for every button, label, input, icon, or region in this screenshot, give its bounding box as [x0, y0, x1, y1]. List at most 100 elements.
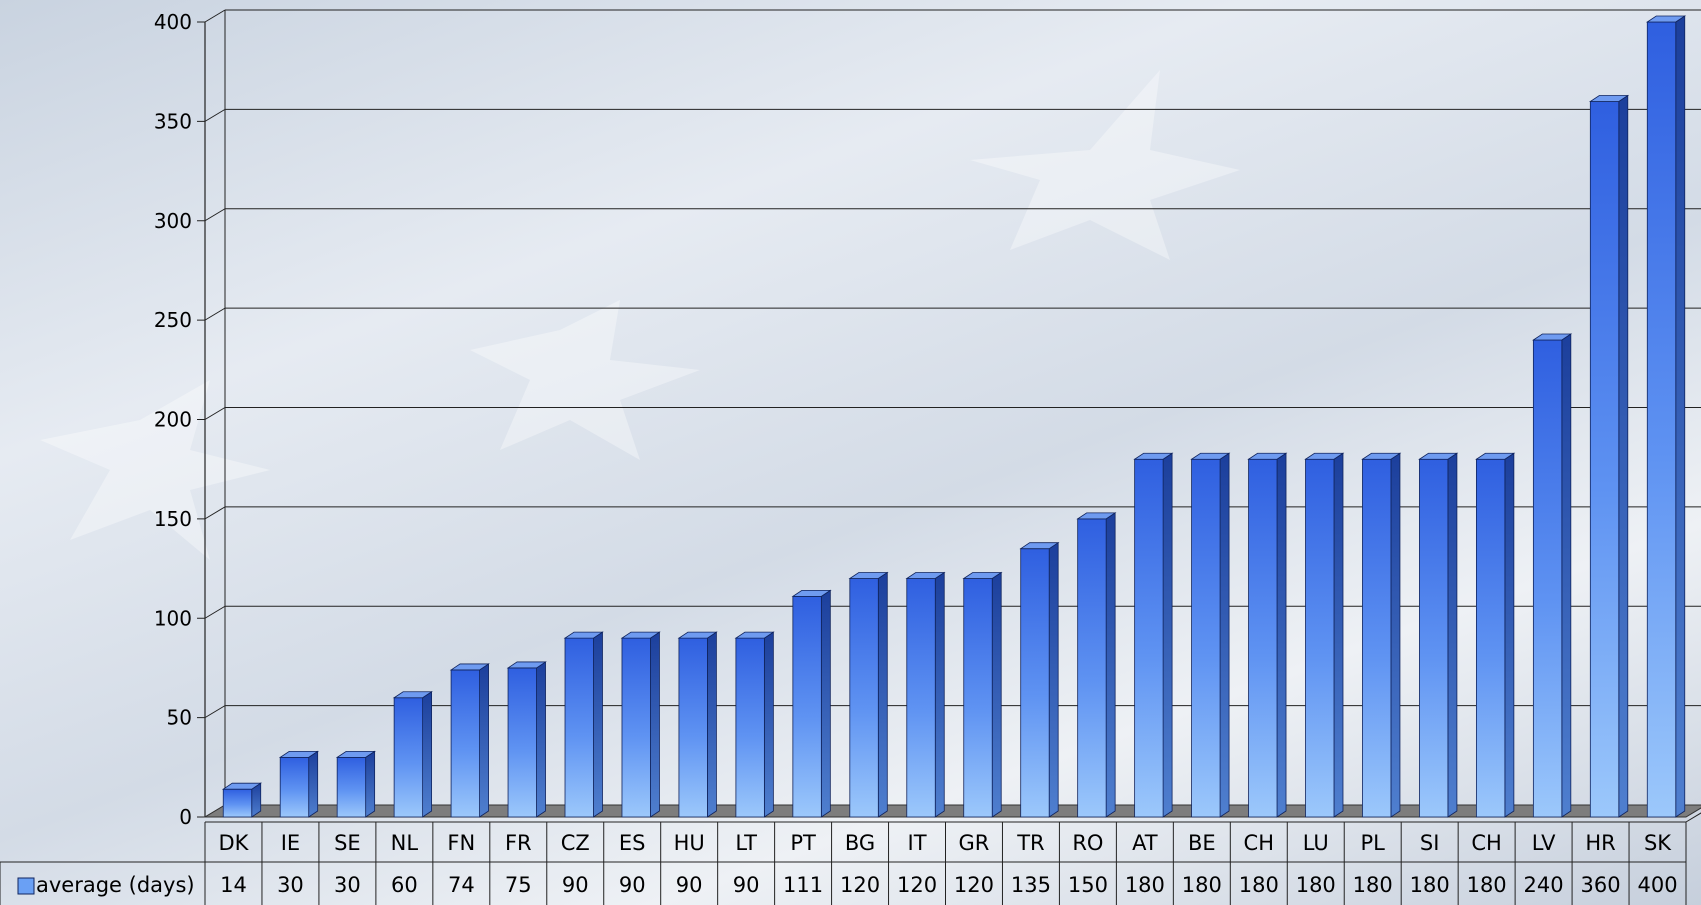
- data-label: 180: [1353, 873, 1393, 897]
- bar: [1019, 541, 1060, 818]
- bar-top: [620, 631, 661, 639]
- bar-top: [677, 631, 718, 639]
- grid-diagonal: [204, 9, 226, 23]
- x-tick-label: RO: [1072, 831, 1103, 855]
- bar-top: [1645, 15, 1687, 23]
- bar-side: [707, 631, 717, 818]
- x-tick-label: IE: [281, 831, 300, 855]
- bar-side: [1675, 15, 1686, 818]
- x-tick-label: SE: [334, 831, 361, 855]
- x-tick-label: LU: [1303, 831, 1329, 855]
- bar: [1076, 512, 1117, 818]
- x-tick-label: CH: [1471, 831, 1501, 855]
- bar-front: [222, 788, 253, 818]
- bar-side: [1048, 541, 1059, 818]
- grid-diagonal: [204, 108, 226, 122]
- data-label: 150: [1068, 873, 1108, 897]
- data-label: 180: [1125, 873, 1165, 897]
- x-tick-label: CZ: [561, 831, 590, 855]
- bar-front: [1532, 339, 1563, 818]
- bar-front: [1305, 458, 1335, 818]
- bar-front: [1077, 518, 1107, 818]
- x-tick-label: AT: [1132, 831, 1158, 855]
- data-label: 111: [783, 873, 823, 897]
- bar-side: [308, 750, 319, 818]
- bar: [1190, 452, 1231, 818]
- data-label: 14: [220, 873, 247, 897]
- x-tick-label: NL: [391, 831, 419, 855]
- bar: [1361, 452, 1402, 818]
- x-tick-label: ES: [619, 831, 646, 855]
- bar-front: [1134, 458, 1164, 818]
- bar: [620, 631, 661, 818]
- bar-front: [849, 578, 879, 818]
- x-tick-label: CH: [1244, 831, 1274, 855]
- x-tick-label: FN: [447, 831, 475, 855]
- x-tick-label: BG: [845, 831, 875, 855]
- bar: [791, 589, 832, 818]
- bar-side: [422, 691, 433, 818]
- bar: [1588, 94, 1630, 818]
- y-tick-label: 400: [154, 10, 192, 34]
- data-label: 400: [1637, 873, 1677, 897]
- y-axis: 0 50 100 150 200 250 300 350 400: [154, 10, 226, 829]
- x-tick-label: TR: [1016, 831, 1044, 855]
- data-label: 360: [1581, 873, 1621, 897]
- data-label: 180: [1296, 873, 1336, 897]
- data-label: 30: [277, 873, 304, 897]
- x-tick-label: SK: [1644, 831, 1672, 855]
- x-tick-label: FR: [505, 831, 532, 855]
- y-tick-label: 350: [154, 109, 192, 133]
- data-label: 240: [1524, 873, 1564, 897]
- bar: [1418, 452, 1459, 818]
- bar: [1133, 452, 1174, 818]
- bar-top: [1304, 452, 1345, 460]
- bar-top: [962, 572, 1003, 579]
- data-label: 90: [676, 873, 703, 897]
- bar: [1532, 333, 1573, 818]
- bar: [848, 571, 889, 818]
- bar-side: [1276, 452, 1287, 818]
- bar-front: [393, 697, 424, 818]
- bar-top: [1418, 452, 1459, 460]
- data-label: 135: [1011, 873, 1051, 897]
- table-line: [1685, 812, 1701, 823]
- x-tick-label: PT: [790, 831, 816, 855]
- bar-front: [1589, 101, 1620, 818]
- grid-diagonal: [204, 407, 226, 420]
- bar-top: [1247, 452, 1288, 460]
- y-tick-label: 50: [167, 706, 192, 730]
- bar-front: [906, 578, 936, 818]
- y-tick-label: 0: [179, 805, 192, 829]
- bar-top: [1076, 512, 1117, 520]
- x-tick-label: PL: [1361, 831, 1386, 855]
- bar-top: [1588, 95, 1630, 102]
- bar: [905, 571, 946, 818]
- grid-diagonal: [204, 705, 226, 719]
- grid-diagonal: [204, 307, 226, 321]
- bar-side: [1447, 452, 1458, 818]
- bar-side: [1390, 452, 1401, 818]
- bar: [221, 782, 263, 818]
- y-tick-label: 250: [154, 308, 192, 332]
- data-label: 90: [562, 873, 589, 897]
- bar: [392, 691, 433, 818]
- data-label: 120: [840, 873, 880, 897]
- bar-side: [1618, 94, 1629, 818]
- bar-side: [1561, 333, 1572, 818]
- bar-side: [820, 589, 831, 818]
- bar-side: [650, 631, 660, 818]
- bar-front: [1419, 458, 1449, 818]
- bar-side: [934, 571, 945, 818]
- bar: [278, 750, 320, 818]
- bar-top: [734, 631, 775, 639]
- bar-top: [278, 750, 320, 758]
- bar-top: [848, 572, 889, 579]
- bar-front: [1020, 548, 1050, 818]
- bar-front: [1191, 458, 1221, 818]
- bar-front: [279, 756, 310, 818]
- bar-side: [1162, 452, 1173, 818]
- bar-side: [1105, 512, 1116, 818]
- x-tick-label: SI: [1420, 831, 1440, 855]
- data-label: 180: [1410, 873, 1450, 897]
